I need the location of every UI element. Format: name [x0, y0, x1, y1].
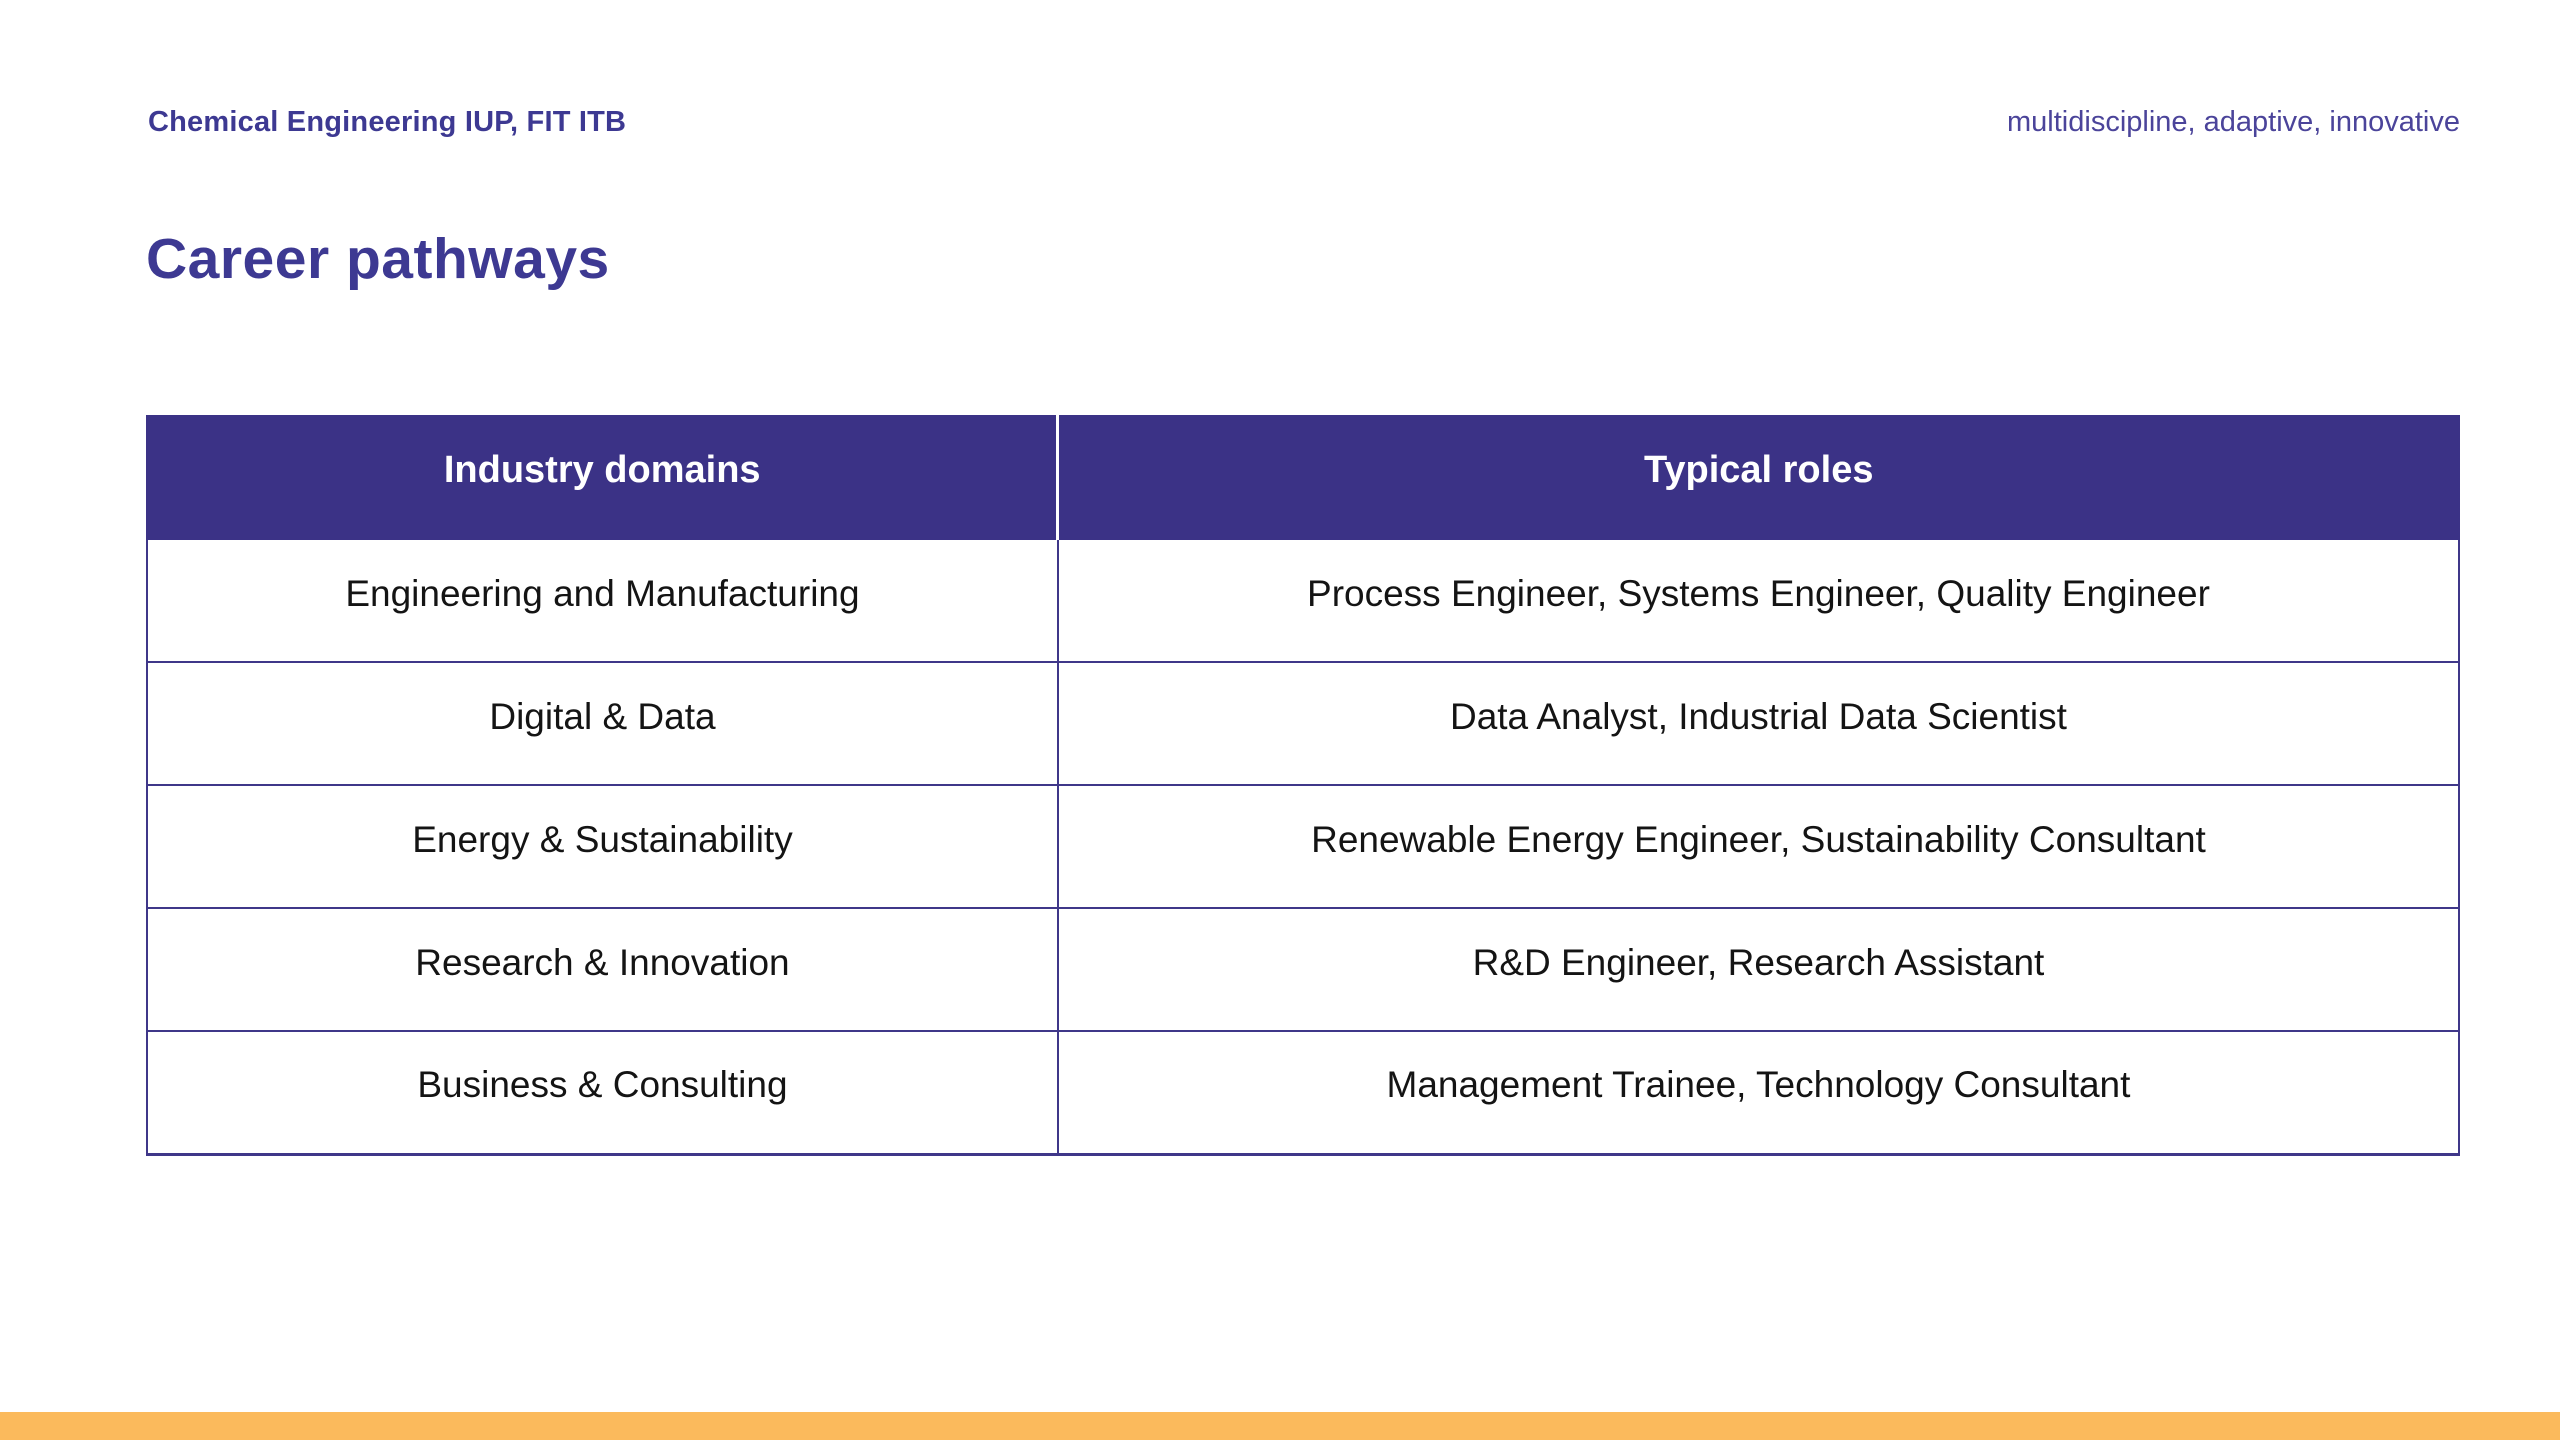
page-title: Career pathways: [146, 227, 610, 291]
footer-accent-bar: [0, 1412, 2560, 1440]
table-row: Digital & Data Data Analyst, Industrial …: [146, 661, 2461, 786]
domain-cell: Engineering and Manufacturing: [146, 538, 1059, 663]
column-header-industry-domains: Industry domains: [146, 415, 1060, 540]
roles-cell: Data Analyst, Industrial Data Scientist: [1056, 661, 2461, 786]
slide-header: Chemical Engineering IUP, FIT ITB multid…: [148, 106, 2460, 139]
table-row: Research & Innovation R&D Engineer, Rese…: [146, 907, 2461, 1032]
career-pathways-table: Industry domains Typical roles Engineeri…: [146, 415, 2461, 1156]
tagline: multidiscipline, adaptive, innovative: [2007, 106, 2460, 138]
program-name: Chemical Engineering IUP, FIT ITB: [148, 106, 627, 138]
table-row: Energy & Sustainability Renewable Energy…: [146, 784, 2461, 909]
roles-cell: R&D Engineer, Research Assistant: [1056, 907, 2461, 1032]
roles-cell: Process Engineer, Systems Engineer, Qual…: [1056, 538, 2461, 663]
roles-cell: Renewable Energy Engineer, Sustainabilit…: [1056, 784, 2461, 909]
table-row: Business & Consulting Management Trainee…: [146, 1030, 2461, 1156]
column-header-typical-roles: Typical roles: [1056, 415, 2461, 540]
domain-cell: Business & Consulting: [146, 1030, 1059, 1156]
table-row: Engineering and Manufacturing Process En…: [146, 538, 2461, 663]
domain-cell: Digital & Data: [146, 661, 1059, 786]
domain-cell: Energy & Sustainability: [146, 784, 1059, 909]
domain-cell: Research & Innovation: [146, 907, 1059, 1032]
roles-cell: Management Trainee, Technology Consultan…: [1056, 1030, 2461, 1156]
table-header-row: Industry domains Typical roles: [146, 415, 2461, 540]
